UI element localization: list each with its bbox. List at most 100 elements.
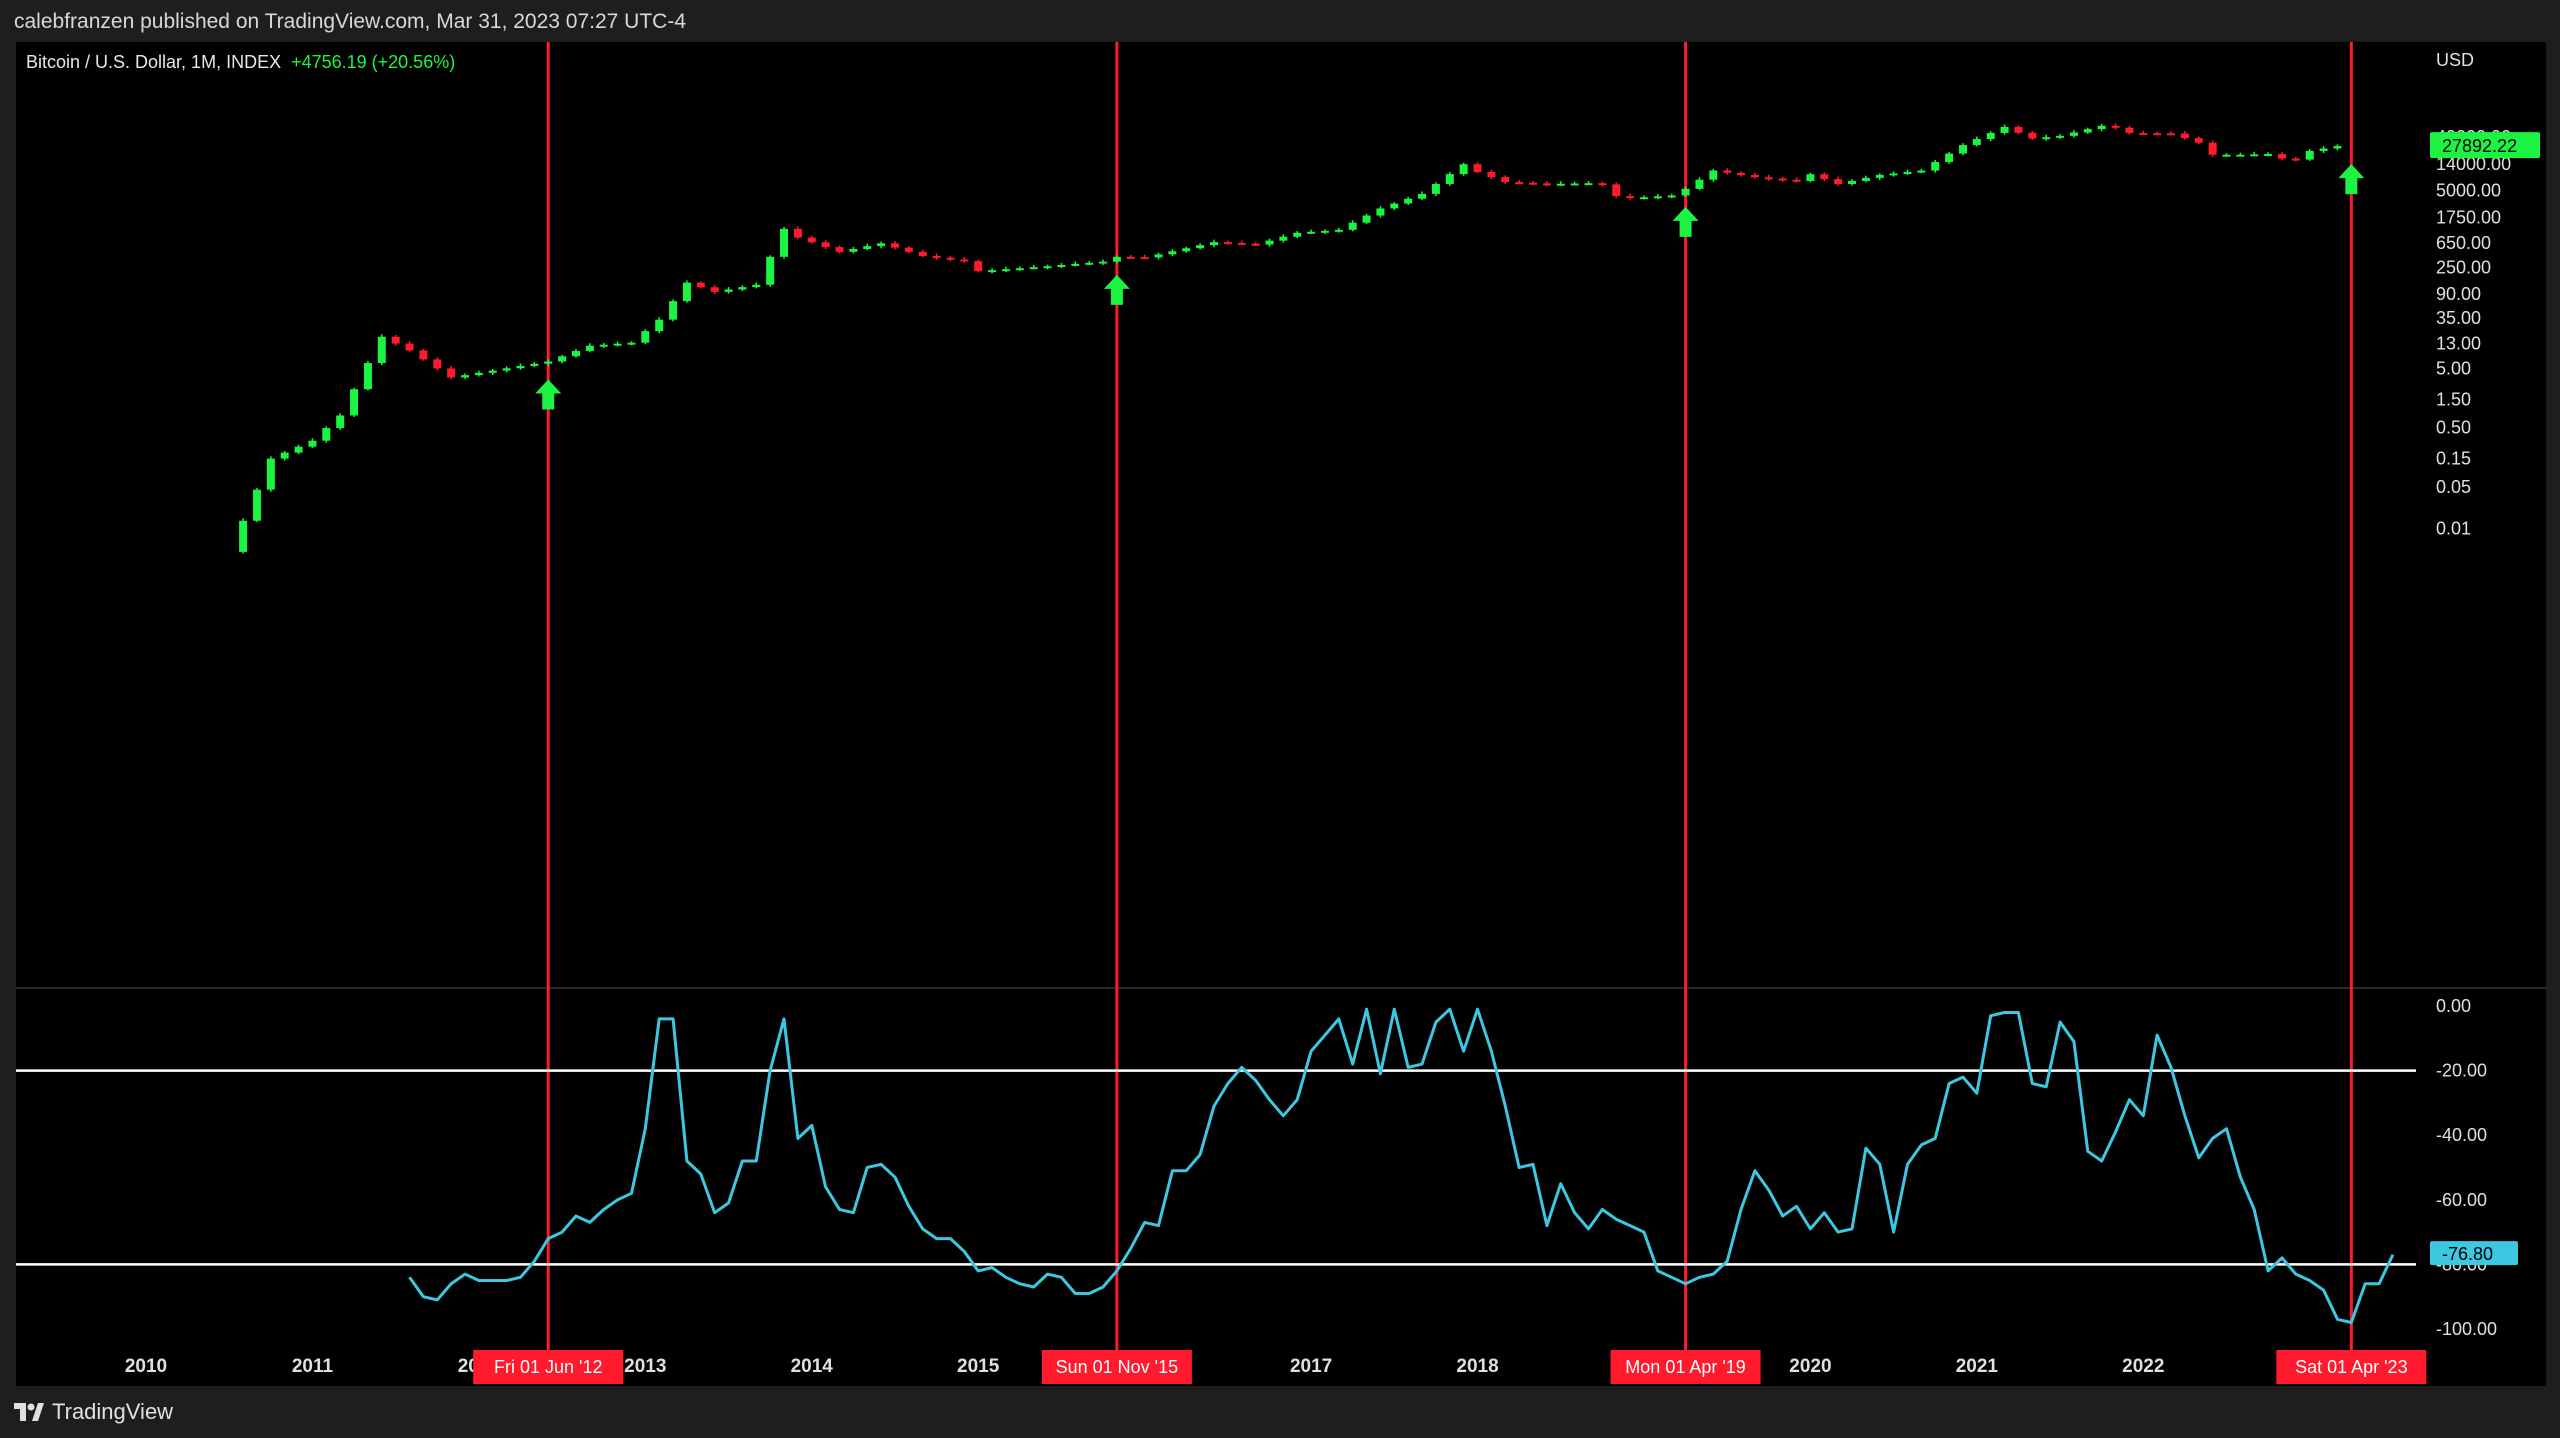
- candle-body: [363, 362, 372, 390]
- candle-body: [2042, 137, 2051, 140]
- candle-body: [2222, 154, 2231, 157]
- candle-body: [488, 370, 497, 373]
- candle-body: [1376, 208, 1385, 216]
- candle-body: [960, 259, 969, 262]
- candle-body: [1418, 193, 1427, 199]
- candle-body: [1750, 175, 1759, 178]
- candle-body: [447, 368, 456, 378]
- candle-body: [2180, 133, 2189, 139]
- candle-body: [1043, 266, 1052, 269]
- signal-date-badge: [1610, 1350, 1761, 1384]
- osc-tick-label: -20.00: [2436, 1061, 2487, 1081]
- osc-tick-label: -100.00: [2436, 1319, 2497, 1339]
- candle-body: [1015, 268, 1024, 271]
- candle-body: [682, 282, 691, 302]
- candle-body: [1792, 179, 1801, 182]
- candle-body: [918, 251, 927, 257]
- up-arrow-icon: [535, 379, 562, 410]
- signal-date-label: Fri 01 Jun '12: [494, 1357, 603, 1377]
- candle-body: [2167, 133, 2176, 136]
- osc-tick-label: -40.00: [2436, 1125, 2487, 1145]
- candle-body: [821, 242, 830, 248]
- candle-body: [336, 415, 345, 429]
- osc-value-label: -76.80: [2442, 1244, 2493, 1264]
- candle-body: [1806, 174, 1815, 181]
- candle-body: [1362, 215, 1371, 223]
- price-tick-label: 0.50: [2436, 418, 2471, 438]
- candle-body: [2000, 126, 2009, 133]
- candle-body: [2264, 154, 2273, 157]
- candle-body: [752, 284, 761, 288]
- candle-body: [1709, 170, 1718, 180]
- candle-body: [1917, 170, 1926, 173]
- candle-body: [1931, 162, 1940, 171]
- candle-body: [1653, 196, 1662, 199]
- candle-body: [1958, 145, 1967, 154]
- candle-body: [1972, 139, 1981, 146]
- osc-value-badge: [2430, 1241, 2518, 1266]
- candle-body: [1279, 236, 1288, 241]
- candle-body: [2111, 125, 2120, 128]
- candle-body: [239, 520, 248, 552]
- candle-body: [1071, 263, 1080, 266]
- candle-body: [1237, 242, 1246, 245]
- year-tick-label: 2015: [957, 1356, 1000, 1377]
- price-tick-label: 14000.00: [2436, 154, 2511, 174]
- candle-body: [1556, 183, 1565, 186]
- candle-body: [1945, 153, 1954, 163]
- candle-body: [1861, 177, 1870, 181]
- candle-body: [696, 282, 705, 288]
- candle-body: [738, 287, 747, 290]
- candle-body: [849, 248, 858, 252]
- chart-svg[interactable]: USD40000.0014000.005000.001750.00650.002…: [16, 42, 2546, 1386]
- signal-date-badge: [1041, 1350, 1192, 1384]
- candle-body: [2333, 146, 2342, 149]
- candle-body: [1334, 229, 1343, 232]
- candle-body: [1542, 183, 1551, 186]
- candle-body: [2194, 138, 2203, 143]
- chart-panel[interactable]: [16, 42, 2546, 1386]
- candle-body: [419, 350, 428, 360]
- price-tick-label: 1750.00: [2436, 207, 2501, 227]
- candle-body: [946, 257, 955, 260]
- candle-body: [1029, 267, 1038, 270]
- footer: TradingView: [14, 1394, 173, 1430]
- candle-body: [1986, 132, 1995, 140]
- candle-body: [2014, 126, 2023, 133]
- candle-body: [627, 342, 636, 345]
- candle-body: [2305, 150, 2314, 160]
- year-tick-label: 2021: [1956, 1356, 1999, 1377]
- price-axis-currency: USD: [2436, 50, 2474, 70]
- candle-body: [1737, 172, 1746, 176]
- candle-body: [1085, 262, 1094, 265]
- candle-body: [974, 261, 983, 272]
- up-arrow-icon: [2338, 164, 2365, 195]
- candle-body: [2208, 142, 2217, 155]
- candle-body: [1348, 222, 1357, 230]
- price-tick-label: 1.50: [2436, 389, 2471, 409]
- last-price-label: 27892.22: [2442, 136, 2517, 156]
- candle-body: [1612, 184, 1621, 197]
- candle-body: [1182, 248, 1191, 252]
- candle-body: [1112, 256, 1121, 262]
- candle-body: [1251, 243, 1260, 246]
- price-tick-label: 0.01: [2436, 518, 2471, 538]
- year-tick-label: 2017: [1290, 1356, 1332, 1377]
- candle-body: [1598, 183, 1607, 186]
- year-tick-label: 2022: [2122, 1356, 2164, 1377]
- last-price-badge: [2430, 132, 2540, 159]
- price-tick-label: 650.00: [2436, 233, 2491, 253]
- candle-body: [1529, 182, 1537, 185]
- candle-body: [1140, 257, 1149, 260]
- year-tick-label: 2011: [292, 1356, 334, 1377]
- tradingview-logo-icon: [14, 1403, 44, 1421]
- price-tick-label: 0.05: [2436, 477, 2471, 497]
- candle-body: [2097, 125, 2106, 130]
- candle-body: [350, 389, 359, 416]
- candle-body: [599, 344, 608, 347]
- candle-body: [1903, 171, 1912, 174]
- candle-body: [322, 428, 331, 441]
- candle-body: [1764, 177, 1773, 180]
- candle-body: [294, 446, 303, 453]
- candle-body: [433, 359, 442, 369]
